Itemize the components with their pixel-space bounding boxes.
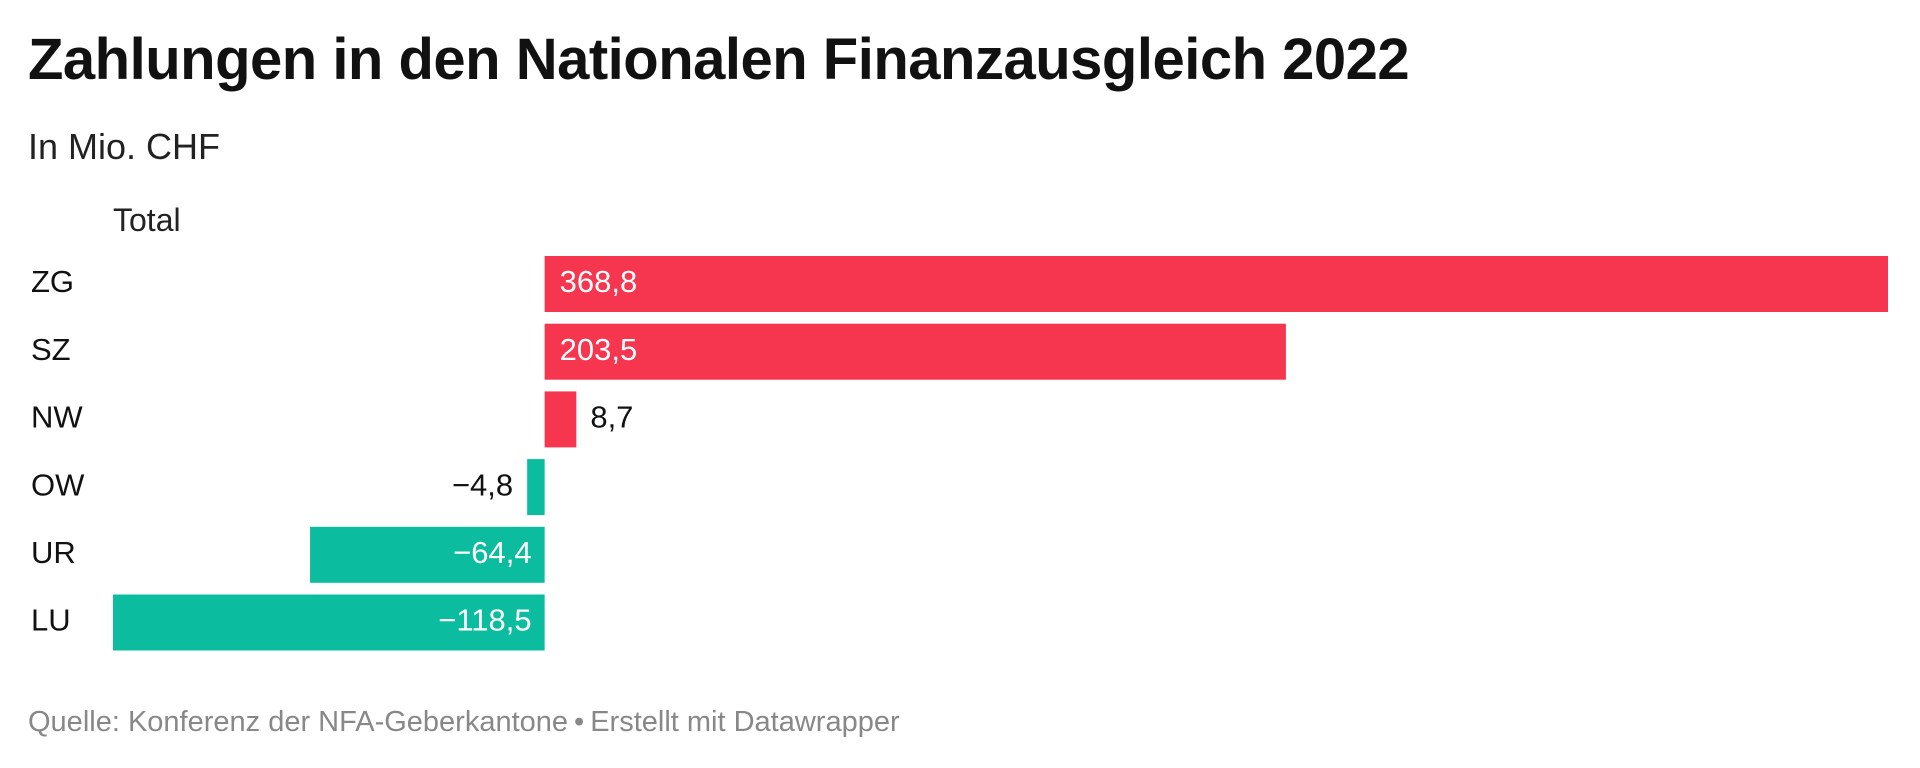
bar-ow bbox=[527, 459, 545, 516]
value-label-lu: −118,5 bbox=[438, 603, 531, 638]
category-label-ow: OW bbox=[31, 467, 85, 502]
value-label-ur: −64,4 bbox=[453, 535, 531, 570]
bar-sz bbox=[544, 323, 1286, 380]
footer: Quelle: Konferenz der NFA-Geberkantone • E… bbox=[28, 706, 900, 739]
category-label-lu: LU bbox=[31, 603, 71, 638]
category-label-nw: NW bbox=[31, 400, 83, 435]
bar-zg bbox=[544, 256, 1888, 312]
category-label-ur: UR bbox=[31, 535, 76, 570]
category-label-zg: ZG bbox=[31, 264, 74, 299]
chart-title: Zahlungen in den Nationalen Finanzausgle… bbox=[28, 27, 1410, 92]
bar-ur bbox=[310, 526, 545, 583]
category-label-sz: SZ bbox=[31, 332, 71, 367]
value-label-zg: 368,8 bbox=[560, 264, 638, 299]
bar-lu bbox=[113, 594, 545, 651]
value-label-ow: −4,8 bbox=[452, 467, 513, 502]
value-label-sz: 203,5 bbox=[560, 332, 638, 367]
credit-link[interactable]: Erstellt mit Datawrapper bbox=[590, 706, 900, 738]
value-label-nw: 8,7 bbox=[590, 400, 633, 435]
bar-nw bbox=[544, 391, 577, 448]
source-note: Quelle: Konferenz der NFA-Geberkantone bbox=[28, 706, 569, 738]
column-header: Total bbox=[113, 202, 181, 238]
footer-separator: • bbox=[574, 706, 585, 738]
chart-subtitle: In Mio. CHF bbox=[28, 126, 221, 167]
